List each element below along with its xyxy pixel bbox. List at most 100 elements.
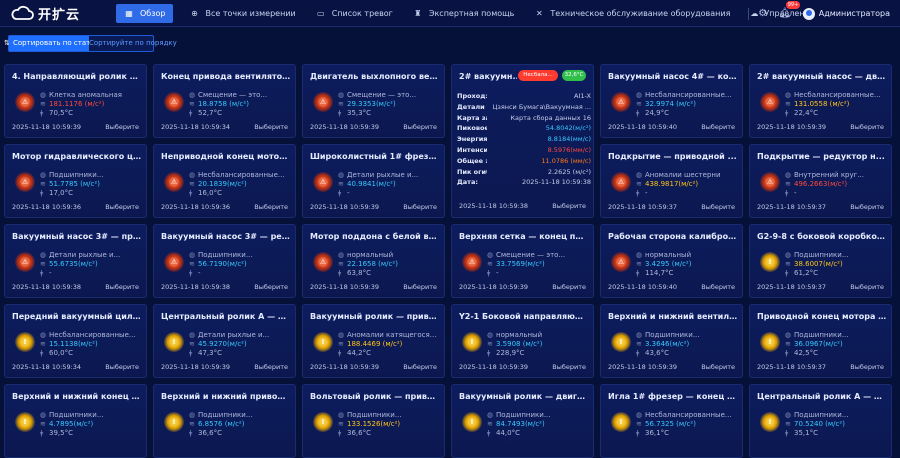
- user-name[interactable]: Администратора: [818, 9, 890, 18]
- card-title: Верхний и нижний привод в...: [161, 392, 291, 401]
- fault-line: ◍ Несбалансированные...: [785, 91, 891, 99]
- device-card[interactable]: G2-9-8 с боковой коробкой ...! ◍ Подшипник…: [749, 224, 892, 298]
- card-date: 2025-11-18 10:59:39: [310, 283, 380, 291]
- nav-alarm-list[interactable]: ▭ Список тревог: [306, 4, 403, 23]
- select-link[interactable]: Выберите: [850, 203, 884, 211]
- device-card[interactable]: Вакуумный насос 3# — реду... ⚠ ◍ Подшипники…: [153, 224, 296, 298]
- nav-expert-help[interactable]: ♜ Экспертная помощь: [403, 4, 525, 23]
- temperature-value: 63,8°C: [347, 269, 371, 277]
- card-date: 2025-11-18 10:59:38: [161, 283, 231, 291]
- device-card[interactable]: Рабочая сторона калиброво... ⚠ ◍ нормальный…: [600, 224, 743, 298]
- select-link[interactable]: Выберите: [552, 202, 586, 210]
- device-card[interactable]: Вакуумный насос 3# — прив... ⚠ ◍ Детали рых…: [4, 224, 147, 298]
- warning-icon: !: [164, 332, 184, 352]
- device-card[interactable]: Y2-1 Боковой направляющ...! ◍ нормальный ≋ 3…: [451, 304, 594, 378]
- vibration-value: 20.1839(м/с²): [198, 180, 247, 188]
- detail-value: 2025-11-18 10:59:38: [521, 178, 591, 187]
- warning-icon: !: [462, 332, 482, 352]
- select-link[interactable]: Выберите: [701, 363, 735, 371]
- device-card[interactable]: Двигатель выхлопного вент... ⚠ ◍ Смещение —…: [302, 64, 445, 138]
- nav-maintenance[interactable]: ✕ Техническое обслуживание оборудования: [524, 4, 740, 23]
- thermometer-icon: ǂ: [636, 349, 640, 357]
- fault-text: Несбалансированные...: [645, 91, 732, 99]
- device-card[interactable]: Вакуумный ролик — двигате...! ◍ Подшипники…: [451, 384, 594, 458]
- nav-overview[interactable]: ▦ Обзор: [116, 3, 174, 23]
- device-card[interactable]: Мотор поддона с белой вод... ⚠ ◍ нормальный…: [302, 224, 445, 298]
- select-link[interactable]: Выберите: [254, 123, 288, 131]
- select-link[interactable]: Выберите: [254, 363, 288, 371]
- vibration-icon: ≋: [40, 260, 46, 268]
- device-card[interactable]: Подкрытие — редуктор н... ⚠ ◍ Внутренний кр…: [749, 144, 892, 218]
- device-card[interactable]: Конец привода вентилятора... ⚠ ◍ Смещение —…: [153, 64, 296, 138]
- select-link[interactable]: Выберите: [850, 123, 884, 131]
- device-card[interactable]: Широколистный 1# фрезер... ⚠ ◍ Детали рыхлы…: [302, 144, 445, 218]
- device-card[interactable]: Верхний и нижний вентилят...! ◍ Подшипники…: [600, 304, 743, 378]
- select-link[interactable]: Выберите: [552, 283, 586, 291]
- temp-line: ǂ 16,0°C: [189, 189, 295, 197]
- nav-map-management[interactable]: ☁ Управление картами: [740, 4, 812, 23]
- device-card[interactable]: Передний вакуумный цилин...! ◍ Несбалансир…: [4, 304, 147, 378]
- device-card[interactable]: Центральный ролик A — мо...! ◍ Подшипники.…: [749, 384, 892, 458]
- select-link[interactable]: Выберите: [403, 203, 437, 211]
- device-card[interactable]: Игла 1# фрезер — конец пр...! ◍ Несбаланси…: [600, 384, 743, 458]
- select-link[interactable]: Выберите: [850, 363, 884, 371]
- card-title: Центральный ролик A — ко...: [161, 312, 291, 321]
- select-link[interactable]: Выберите: [105, 123, 139, 131]
- select-link[interactable]: Выберите: [403, 283, 437, 291]
- select-link[interactable]: Выберите: [403, 363, 437, 371]
- device-card[interactable]: Верхняя сетка — конец прив... ⚠ ◍ Смещение …: [451, 224, 594, 298]
- select-link[interactable]: Выберите: [105, 283, 139, 291]
- device-card[interactable]: Верхний и нижний привод в...! ◍ Подшипники…: [153, 384, 296, 458]
- select-link[interactable]: Выберите: [701, 283, 735, 291]
- divider: [747, 7, 749, 20]
- device-icon: ◍: [189, 331, 196, 339]
- device-card[interactable]: Подкрытие — приводной ... ⚠ ◍ Аномалии шест…: [600, 144, 743, 218]
- device-icon: ◍: [785, 91, 792, 99]
- select-link[interactable]: Выберите: [403, 123, 437, 131]
- fault-line: ◍ Несбалансированные...: [636, 91, 742, 99]
- select-link[interactable]: Выберите: [850, 283, 884, 291]
- detail-value: 2.2625 (м/с²): [547, 167, 591, 176]
- card-title: Мотор гидравлического цел...: [12, 152, 142, 161]
- alarm-icon: ⚠: [760, 92, 780, 112]
- temperature-value: 43,6°C: [645, 349, 669, 357]
- select-link[interactable]: Выберите: [105, 363, 139, 371]
- device-card[interactable]: Центральный ролик A — ко...! ◍ Детали рыхл…: [153, 304, 296, 378]
- detail-card[interactable]: 2# вакуумн... Несбала... 32,6°C Проход: AI1-…: [451, 64, 594, 218]
- device-card[interactable]: Верхний и нижний конец ве...! ◍ Подшипники…: [4, 384, 147, 458]
- sort-by-status-button[interactable]: Сортировать по статусу: [9, 36, 89, 51]
- settings-button[interactable]: ⚙: [755, 6, 771, 22]
- app-name: 开扩云: [38, 7, 81, 23]
- fault-line: ◍ Подшипники...: [636, 331, 742, 339]
- device-card[interactable]: Неприводной конец мотора ... ⚠ ◍ Несбаланси…: [153, 144, 296, 218]
- fault-line: ◍ Смещение — это...: [487, 251, 593, 259]
- select-link[interactable]: Выберите: [254, 203, 288, 211]
- select-link[interactable]: Выберите: [701, 203, 735, 211]
- device-card[interactable]: 2# вакуумный насос — двиг... ⚠ ◍ Несбаланси…: [749, 64, 892, 138]
- device-card[interactable]: Мотор гидравлического цел... ⚠ ◍ Подшипники…: [4, 144, 147, 218]
- device-card[interactable]: Приводной конец мотора ст...! ◍ Подшипники…: [749, 304, 892, 378]
- detail-key: Пик огиб...: [457, 167, 487, 176]
- value-line: ≋ 32.9974 (м/с²): [636, 100, 742, 108]
- avatar[interactable]: [802, 7, 815, 20]
- fault-text: Аномалии шестерни: [645, 171, 721, 179]
- device-card[interactable]: Вольтовый ролик — привод...! ◍ Подшипники.…: [302, 384, 445, 458]
- device-card[interactable]: 4. Направляющий ролик дл... ⚠ ◍ Клетка аном…: [4, 64, 147, 138]
- card-title: 2# вакуумный насос — двиг...: [757, 72, 887, 81]
- select-link[interactable]: Выберите: [105, 203, 139, 211]
- sort-by-order-button[interactable]: Сортируйте по порядку: [89, 39, 177, 47]
- vibration-value: 70.5240 (м/с²): [794, 420, 845, 428]
- detail-row: Детали т... Цзянси Бумага\Вакуумная ...: [457, 103, 591, 113]
- select-link[interactable]: Выберите: [552, 363, 586, 371]
- card-date: 2025-11-18 10:59:37: [608, 203, 678, 211]
- logo[interactable]: 开扩云: [0, 0, 110, 27]
- device-card[interactable]: Вакуумный ролик — привод...! ◍ Аномалии ка…: [302, 304, 445, 378]
- vibration-value: 22.1658 (м/с²): [347, 260, 398, 268]
- device-card[interactable]: Вакуумный насос 4# — коне... ⚠ ◍ Несбаланси…: [600, 64, 743, 138]
- nav-all-measurement-points[interactable]: ⊕ Все точки измерении: [179, 4, 305, 23]
- select-link[interactable]: Выберите: [254, 283, 288, 291]
- select-link[interactable]: Выберите: [701, 123, 735, 131]
- device-icon: ◍: [338, 91, 345, 99]
- card-date: 2025-11-18 10:59:39: [310, 203, 380, 211]
- notifications-button[interactable]: 🔔︎ 99+: [777, 0, 801, 22]
